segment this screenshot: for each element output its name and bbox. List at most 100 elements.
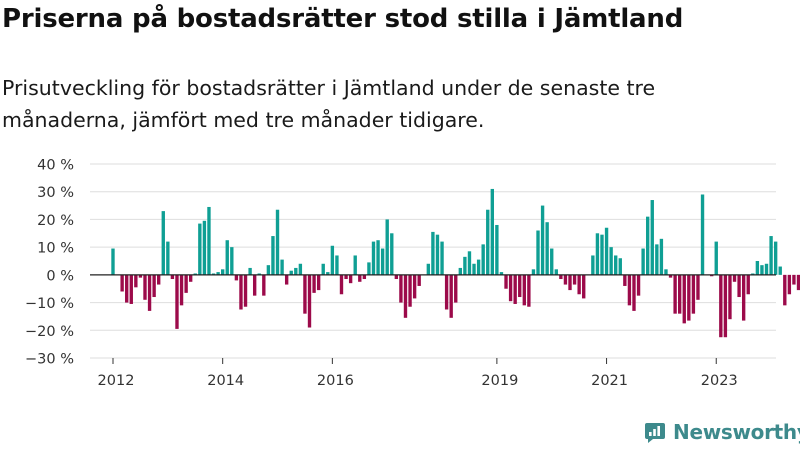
bar <box>225 240 229 275</box>
bar <box>271 236 275 275</box>
bar <box>504 274 508 289</box>
bar <box>157 274 161 285</box>
bar <box>559 274 563 280</box>
bar <box>275 209 280 275</box>
bar <box>221 269 225 275</box>
bar <box>627 274 632 306</box>
bar <box>719 274 723 338</box>
bar <box>307 274 312 328</box>
bar <box>444 274 449 310</box>
y-tick-label: −20 % <box>25 324 74 340</box>
bar <box>536 230 540 275</box>
x-tick-label: 2019 <box>481 373 518 389</box>
bar <box>230 247 234 275</box>
bar <box>330 245 335 275</box>
bar <box>371 241 376 275</box>
bar <box>207 206 211 275</box>
newsworthy-logo-icon <box>645 423 665 443</box>
bar <box>147 274 152 311</box>
x-tick-label: 2014 <box>207 373 244 389</box>
bar <box>563 274 568 285</box>
brand-name: Newsworthy <box>673 420 800 444</box>
bar <box>568 274 572 291</box>
bar <box>467 251 472 275</box>
bar <box>449 274 453 318</box>
bar <box>129 274 133 304</box>
bar <box>678 274 682 314</box>
bar <box>792 274 796 285</box>
x-tick-label: 2016 <box>317 373 354 389</box>
bar <box>600 234 604 275</box>
bar <box>161 211 165 275</box>
bar <box>184 274 188 293</box>
x-axis: 2012201420162019202120232025 <box>98 358 738 389</box>
bar <box>691 274 696 314</box>
bar <box>604 227 609 275</box>
bar <box>746 274 750 295</box>
bar <box>257 273 261 275</box>
bar <box>239 274 243 310</box>
bar <box>540 205 545 275</box>
bar <box>463 256 467 275</box>
bar <box>700 194 705 275</box>
bar <box>358 274 362 282</box>
bar <box>755 261 760 275</box>
bar <box>595 233 600 275</box>
bar <box>664 269 668 275</box>
y-tick-label: 30 % <box>37 185 74 201</box>
bar <box>179 274 184 306</box>
bar <box>527 274 531 307</box>
bar <box>175 274 179 329</box>
chart-title: Priserna på bostadsrätter stod stilla i … <box>2 4 684 34</box>
bar <box>316 274 321 291</box>
brand[interactable]: Newsworthy <box>644 418 800 446</box>
bar <box>668 274 673 278</box>
bar <box>234 274 239 281</box>
bar <box>454 274 458 303</box>
x-tick-label: 2023 <box>701 373 738 389</box>
bar <box>636 274 641 296</box>
bar <box>399 274 403 303</box>
bar <box>367 262 371 275</box>
bar <box>385 219 389 275</box>
bar <box>380 248 385 275</box>
bar <box>486 209 490 275</box>
bar <box>216 272 220 275</box>
bar <box>728 274 732 320</box>
bar <box>760 265 764 275</box>
bar <box>554 269 558 275</box>
bar <box>778 266 782 275</box>
y-tick-label: 10 % <box>37 241 74 257</box>
x-tick-label: 2012 <box>98 373 135 389</box>
bar <box>655 244 659 275</box>
bar <box>280 259 284 275</box>
bar <box>659 238 664 275</box>
bar <box>682 274 686 324</box>
bar <box>490 188 494 275</box>
bar <box>714 241 718 275</box>
bar <box>335 255 339 275</box>
bar <box>737 274 741 298</box>
bar <box>687 274 691 321</box>
bar <box>709 274 714 277</box>
bar <box>751 273 755 275</box>
bar <box>577 274 581 295</box>
bar <box>152 274 156 298</box>
bar <box>294 267 298 275</box>
y-tick-label: 20 % <box>37 213 74 229</box>
bar <box>248 267 252 275</box>
bar <box>211 273 216 275</box>
bar <box>417 274 421 286</box>
bar <box>550 248 554 275</box>
bar <box>303 274 307 314</box>
bar <box>796 274 800 291</box>
bar <box>252 274 257 296</box>
bar <box>403 274 408 318</box>
bar <box>394 274 399 280</box>
bar <box>198 223 202 275</box>
bar <box>741 274 746 321</box>
bar <box>495 224 499 275</box>
bar <box>312 274 316 293</box>
bar <box>344 274 348 280</box>
bar <box>499 272 504 275</box>
